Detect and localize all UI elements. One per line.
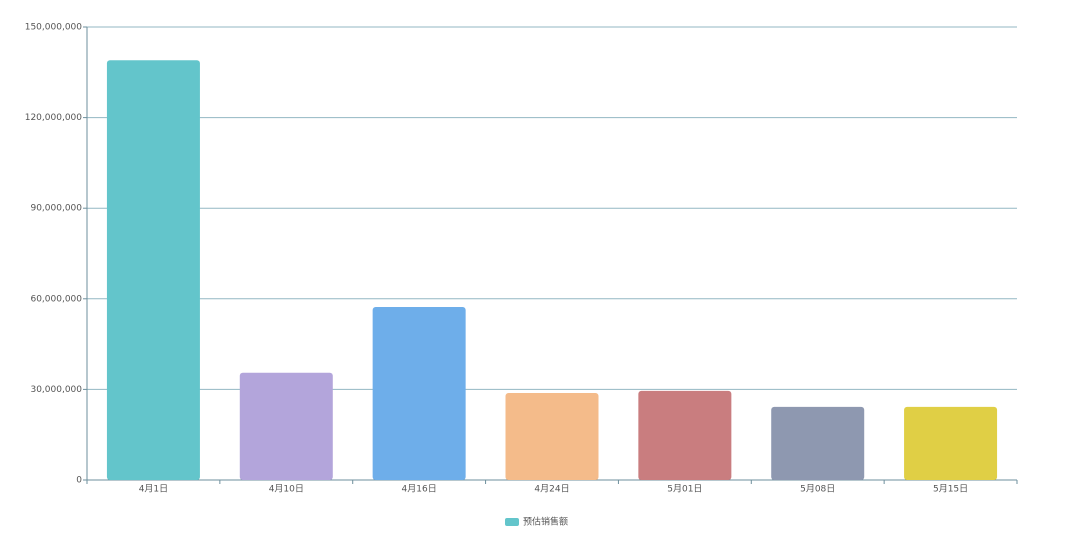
y-tick-label: 30,000,000 (30, 385, 82, 395)
legend-label: 预估销售额 (523, 516, 568, 528)
x-tick-label: 5月01日 (667, 484, 702, 495)
y-tick-label: 0 (76, 476, 82, 486)
x-tick-label: 4月1日 (139, 484, 168, 495)
x-tick-label: 5月15日 (933, 484, 968, 495)
x-tick-label: 4月16日 (402, 484, 437, 495)
bar (239, 372, 333, 480)
y-tick-label: 120,000,000 (25, 113, 83, 123)
bar (638, 390, 732, 480)
y-tick-label: 150,000,000 (25, 23, 83, 33)
bar (106, 60, 200, 480)
bar (372, 306, 466, 480)
x-tick-label: 5月08日 (800, 484, 835, 495)
y-tick-label: 60,000,000 (30, 294, 82, 304)
bar (771, 406, 865, 480)
y-tick-label: 90,000,000 (30, 204, 82, 214)
legend-swatch (505, 518, 519, 526)
bar (904, 406, 998, 480)
x-tick-label: 4月24日 (534, 484, 569, 495)
x-tick-label: 4月10日 (269, 484, 304, 495)
bar (505, 393, 599, 480)
